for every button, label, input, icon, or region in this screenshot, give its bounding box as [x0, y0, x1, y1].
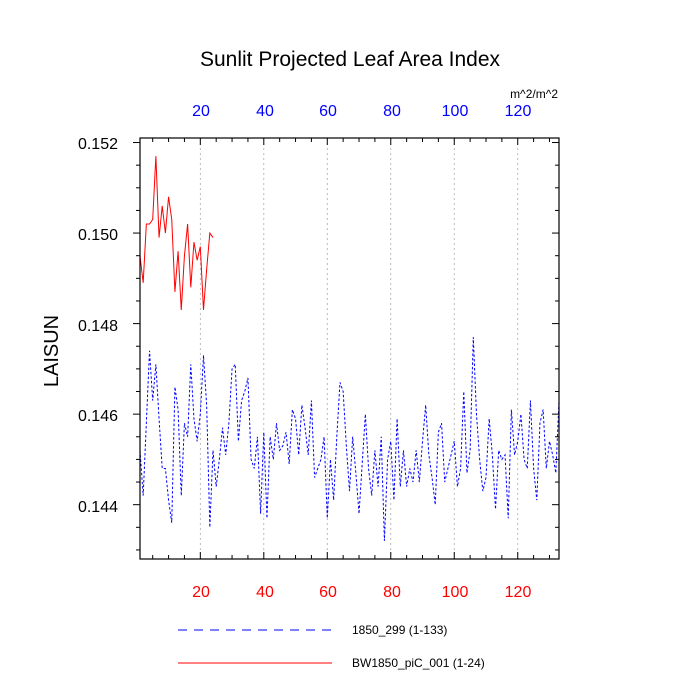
axis-ticks [133, 138, 559, 559]
x-tick-label-bottom: 120 [505, 584, 532, 601]
y-tick-label: 0.152 [78, 136, 118, 153]
x-tick-label-top: 20 [192, 103, 210, 120]
x-tick-label-bottom: 100 [442, 584, 469, 601]
series-layer [139, 156, 560, 541]
chart-title: Sunlit Projected Leaf Area Index [200, 48, 501, 71]
x-tick-label-top: 120 [505, 103, 532, 120]
grid-lines [199, 138, 519, 559]
x-tick-label-bottom: 80 [383, 584, 401, 601]
y-tick-label: 0.144 [78, 499, 118, 516]
y-axis-label: LAISUN [41, 315, 63, 387]
series-line-1 [139, 337, 560, 541]
y-tick-label: 0.150 [78, 227, 118, 244]
x-tick-label-top: 100 [442, 103, 469, 120]
legend-label-series-1: 1850_299 (1-133) [352, 623, 447, 637]
legend-label-series-2: BW1850_piC_001 (1-24) [352, 656, 485, 670]
x-tick-label-top: 40 [256, 103, 274, 120]
y-tick-label: 0.146 [78, 408, 118, 425]
y-tick-label: 0.148 [78, 318, 118, 335]
x-tick-label-bottom: 40 [256, 584, 274, 601]
x-tick-label-top: 80 [383, 103, 401, 120]
x-tick-label-top: 60 [319, 103, 337, 120]
legend: 1850_299 (1-133) BW1850_piC_001 (1-24) [178, 623, 485, 670]
plot-frame [139, 137, 560, 560]
x-tick-label-bottom: 60 [319, 584, 337, 601]
series-line-2 [139, 156, 214, 311]
units-label: m^2/m^2 [510, 87, 558, 101]
x-tick-label-bottom: 20 [192, 584, 210, 601]
